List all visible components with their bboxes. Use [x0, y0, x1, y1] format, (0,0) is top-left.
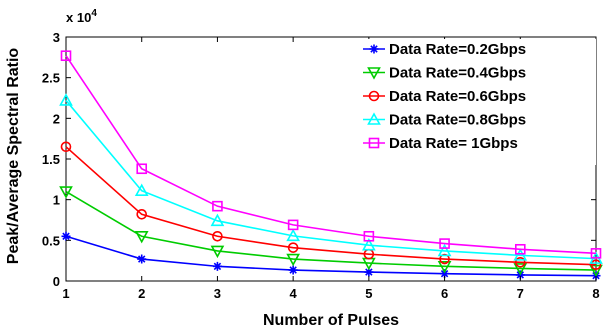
data-point [288, 265, 298, 275]
legend-marker [368, 137, 380, 149]
tick-layer: 1 2 3 4 5 6 7 8 0 0.5 1 1.5 2 2.5 3 [42, 30, 600, 301]
x-tick-label: 3 [214, 286, 221, 301]
x-axis-label: Number of Pulses [263, 312, 399, 329]
data-point [437, 243, 452, 257]
y-tick-label: 2 [53, 111, 60, 126]
data-point [60, 141, 72, 153]
data-point [364, 267, 374, 277]
data-point [212, 261, 222, 271]
x-tick-label: 1 [62, 286, 69, 301]
series-line [65, 99, 597, 260]
data-point [210, 213, 225, 227]
legend-marker [367, 67, 381, 80]
x-tick-label: 5 [365, 286, 372, 301]
data-point [137, 254, 147, 264]
data-point [61, 231, 71, 241]
legend-marker [367, 112, 381, 125]
data-point [363, 230, 375, 242]
data-point [210, 245, 225, 259]
y-multiplier-exponent: 4 [91, 8, 97, 19]
data-point [212, 230, 223, 242]
data-point [287, 242, 299, 253]
legend-entry: Data Rate= 1Gbps [363, 135, 518, 152]
x-tick-label: 2 [138, 286, 145, 301]
data-point [287, 219, 299, 231]
series-layer [59, 50, 603, 281]
legend-label: Data Rate=0.8Gbps [389, 112, 526, 129]
series-4 [59, 93, 603, 264]
y-tick-label: 1.5 [42, 152, 60, 167]
y-multiplier-base: x 10 [66, 10, 91, 25]
y-axis-label: Peak/Average Spectral Ratio [5, 48, 22, 265]
x-tick-label: 7 [517, 286, 524, 301]
data-point [60, 50, 72, 62]
data-point [362, 238, 376, 251]
legend-entry: Data Rate=0.6Gbps [363, 88, 526, 105]
data-point [134, 230, 149, 244]
data-point [437, 261, 452, 274]
data-point [59, 186, 73, 199]
y-tick-label: 0.5 [42, 233, 60, 248]
data-point [514, 243, 526, 255]
data-point [59, 93, 73, 106]
legend-label: Data Rate=0.2Gbps [389, 41, 526, 58]
data-point [212, 200, 223, 212]
data-point [590, 259, 602, 271]
series-2 [59, 186, 603, 278]
series-3 [60, 141, 602, 271]
data-point [439, 238, 450, 249]
data-point [286, 228, 300, 242]
legend-entry: Data Rate=0.4Gbps [363, 65, 526, 82]
series-line [65, 235, 597, 277]
legend-box [360, 39, 596, 165]
data-point [439, 253, 450, 265]
legend-entry: Data Rate=0.2Gbps [363, 41, 526, 58]
x-tick-label: 4 [290, 286, 298, 301]
data-point [513, 263, 528, 276]
y-tick-label: 2.5 [42, 71, 60, 86]
series-line [65, 146, 597, 266]
y-tick-label: 3 [53, 30, 60, 45]
data-point [513, 248, 528, 261]
y-tick-label: 1 [53, 193, 60, 208]
data-point [134, 183, 149, 197]
legend-label: Data Rate=0.6Gbps [389, 88, 526, 105]
legend-marker [369, 44, 379, 54]
series-line [65, 190, 597, 271]
data-point [514, 256, 526, 268]
y-tick-label: 0 [53, 274, 60, 289]
data-point [136, 209, 148, 220]
legend-label: Data Rate=0.4Gbps [389, 65, 526, 82]
data-point [136, 163, 148, 175]
data-point [286, 253, 300, 267]
legend: Data Rate=0.2Gbps Data Rate=0.4Gbps Data R… [360, 39, 596, 165]
data-point [590, 248, 602, 259]
legend-marker [368, 90, 380, 102]
series-5 [60, 50, 602, 259]
data-point [440, 269, 450, 279]
x-tick-label: 8 [592, 286, 599, 301]
x-tick-label: 6 [441, 286, 448, 301]
y-multiplier: x 104 [66, 8, 97, 25]
legend-entry: Data Rate=0.8Gbps [363, 112, 526, 129]
data-point [589, 264, 603, 278]
series-line [65, 55, 597, 255]
legend-label: Data Rate= 1Gbps [389, 135, 518, 152]
